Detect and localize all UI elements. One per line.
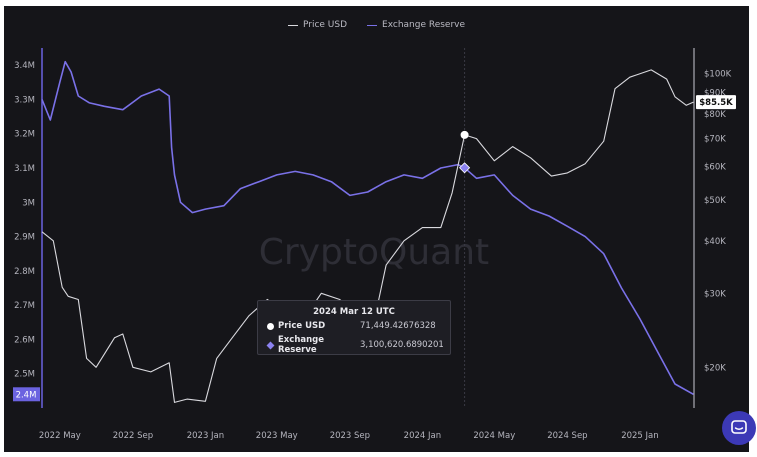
chat-button[interactable] — [722, 411, 756, 445]
x-tick-label: 2023 Jan — [187, 431, 224, 441]
right-tick-label: $20K — [704, 363, 726, 373]
x-tick-label: 2023 May — [256, 431, 298, 441]
left-current-box — [13, 387, 40, 402]
right-tick-label: $60K — [704, 163, 726, 173]
left-tick-label: 2.6M — [14, 335, 35, 345]
tooltip-value-reserve: 3,100,620.6890201 — [360, 340, 444, 350]
left-tick-label: 2.8M — [14, 267, 35, 277]
x-tick-label: 2024 May — [473, 431, 515, 441]
legend-label-price: Price USD — [302, 20, 348, 30]
left-tick-label: 2.5M — [14, 370, 35, 380]
x-tick-label: 2022 May — [39, 431, 81, 441]
x-tick-label: 2023 Sep — [330, 431, 370, 441]
tooltip-label-reserve: Exchange Reserve — [278, 335, 325, 355]
diamond-marker-icon — [266, 341, 275, 349]
tooltip-date: 2024 Mar 12 UTC — [313, 307, 395, 317]
left-tick-label: 2.7M — [14, 301, 35, 311]
right-tick-label: $30K — [704, 289, 726, 299]
circle-marker-icon — [267, 322, 274, 330]
left-tick-label: 2.9M — [14, 233, 35, 243]
price-hover-point — [460, 130, 469, 139]
right-current-box — [696, 95, 736, 110]
left-tick-label: 3.3M — [14, 95, 35, 105]
x-tick-label: 2024 Jan — [404, 431, 441, 441]
chat-icon — [731, 420, 747, 434]
legend-swatch-price — [287, 24, 298, 26]
right-current-label: $85.5K — [699, 98, 733, 108]
left-current-label: 2.4M — [16, 390, 37, 400]
right-tick-label: $50K — [704, 196, 726, 206]
watermark: CryptoQuant — [259, 232, 489, 273]
legend-item-reserve[interactable]: Exchange Reserve — [367, 20, 465, 30]
left-tick-label: 3.1M — [14, 164, 35, 174]
legend-swatch-reserve — [367, 24, 378, 26]
chart-legend: Price USD Exchange Reserve — [4, 20, 749, 30]
tooltip-row-price: Price USD 71,449.42676328 — [267, 321, 450, 331]
chart-canvas: CryptoQuant 3.4M 3.3M 3.2M 3.1M 3M 2.9M 2.8M 2.7… — [13, 48, 736, 441]
x-tick-label: 2022 Sep — [113, 431, 153, 441]
chart-panel: CryptoQuant 3.4M 3.3M 3.2M 3.1M 3M 2.9M 2.8M 2.7… — [4, 6, 756, 452]
tooltip-label-price: Price USD — [278, 321, 326, 331]
left-tick-label: 3.2M — [14, 130, 35, 140]
chart-tooltip: 2024 Mar 12 UTC Price USD 71,449.4267632… — [257, 300, 451, 355]
x-tick-label: 2025 Jan — [621, 431, 658, 441]
legend-label-reserve: Exchange Reserve — [382, 20, 466, 30]
tooltip-value-price: 71,449.42676328 — [360, 321, 436, 331]
right-tick-label: $100K — [704, 70, 732, 80]
exchange-reserve-line — [41, 60, 694, 395]
right-tick-label: $70K — [704, 135, 726, 145]
left-tick-label: 3M — [22, 198, 35, 208]
right-tick-label: $40K — [704, 237, 726, 247]
left-tick-label: 3.4M — [14, 61, 35, 71]
right-tick-label: $80K — [704, 110, 726, 120]
tooltip-row-reserve: Exchange Reserve 3,100,620.6890201 — [266, 335, 450, 355]
right-tick-label: $90K — [704, 89, 726, 99]
legend-item-price[interactable]: Price USD — [287, 20, 348, 30]
reserve-hover-point — [459, 162, 471, 174]
x-tick-label: 2024 Sep — [547, 431, 587, 441]
